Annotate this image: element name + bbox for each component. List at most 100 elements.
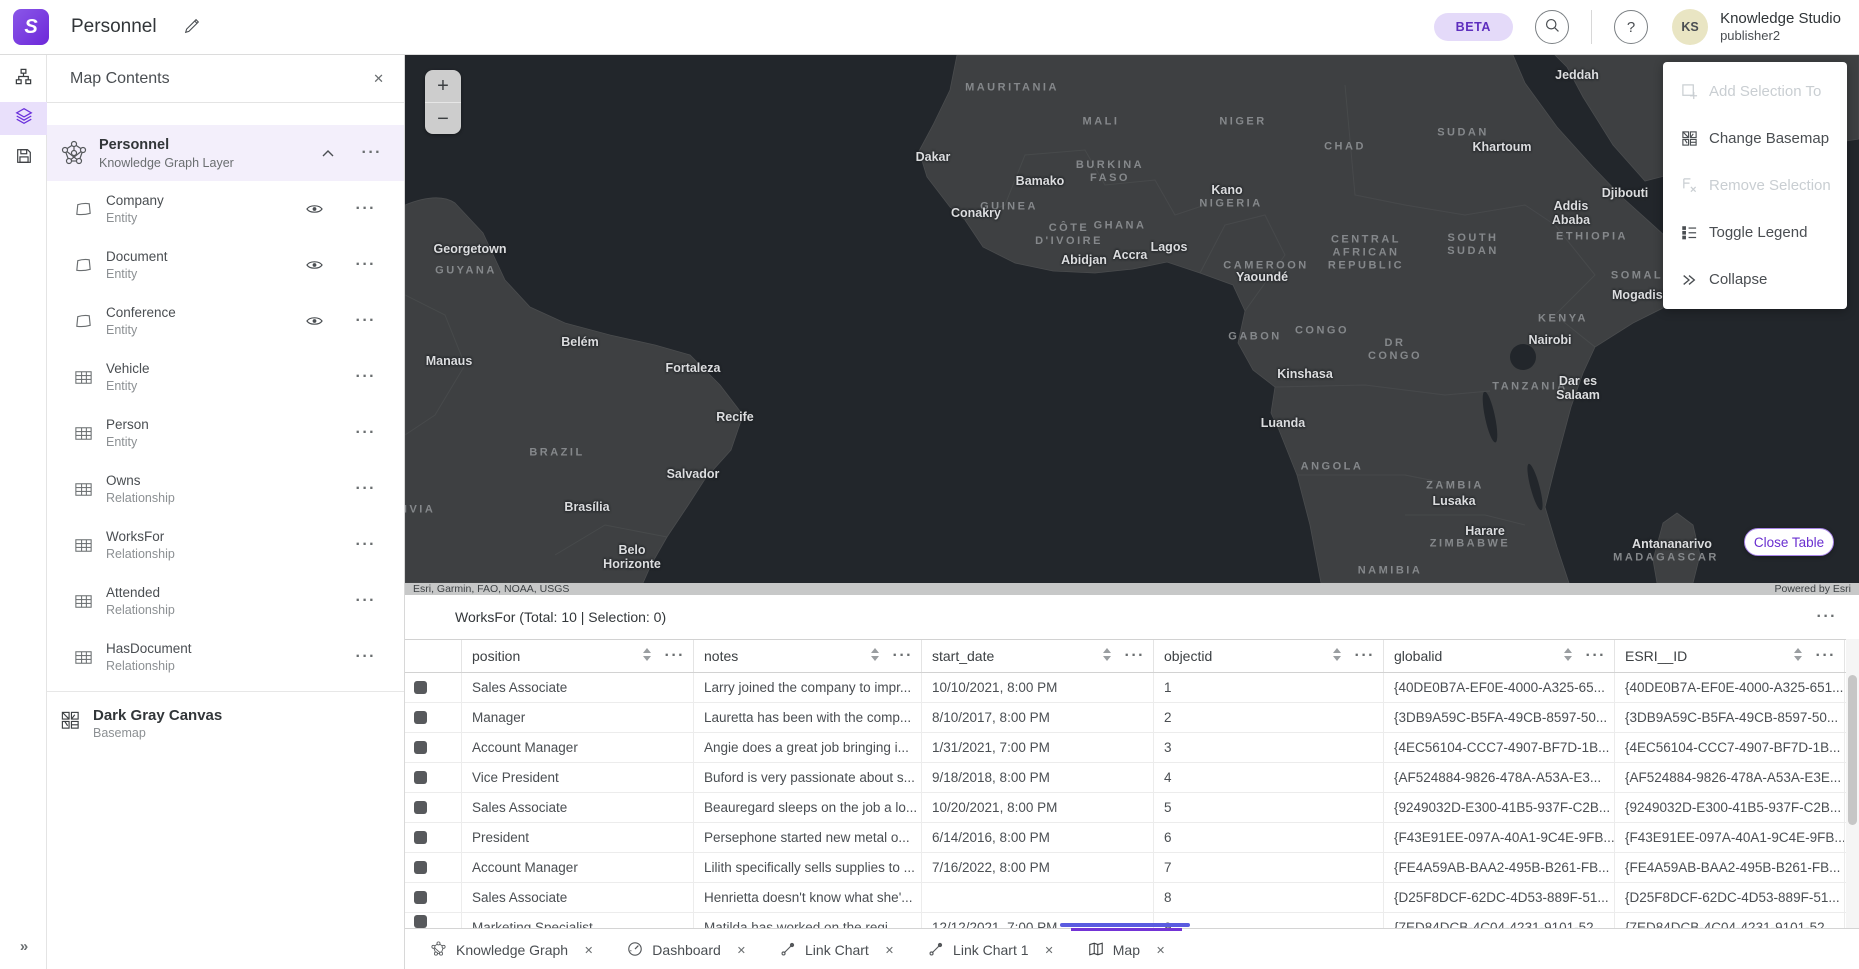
column-options-button[interactable]: ··· <box>1585 647 1606 664</box>
sort-icon[interactable] <box>1332 648 1341 664</box>
zoom-in-button[interactable]: + <box>425 70 461 102</box>
close-panel-button[interactable]: ✕ <box>373 70 384 86</box>
column-options-button[interactable]: ··· <box>1354 647 1375 664</box>
sort-icon[interactable] <box>1102 648 1111 664</box>
zoom-control: + − <box>425 70 461 134</box>
cell-notes: Angie does a great job bringing i... <box>694 733 922 762</box>
layer-item-hasdocument[interactable]: HasDocument Relationship ··· <box>47 629 404 685</box>
table-row[interactable]: Vice President Buford is very passionate … <box>405 763 1859 793</box>
map-canvas[interactable]: MAURITANIA MALI NIGER CHAD SUDAN BURKINA FASO… <box>405 55 1859 595</box>
column-header-objectid[interactable]: objectid ··· <box>1154 640 1384 672</box>
menu-item-toggle-legend[interactable]: Toggle Legend <box>1663 209 1847 256</box>
sort-icon[interactable] <box>870 648 879 664</box>
close-icon[interactable]: ✕ <box>584 944 594 957</box>
row-checkbox[interactable] <box>414 801 427 814</box>
user-block[interactable]: Knowledge Studio publisher2 <box>1720 10 1841 45</box>
column-options-button[interactable]: ··· <box>1815 647 1836 664</box>
layer-options-button[interactable]: ··· <box>355 256 376 273</box>
layer-item-owns[interactable]: Owns Relationship ··· <box>47 461 404 517</box>
rail-item-save[interactable] <box>0 142 47 175</box>
menu-item-collapse[interactable]: Collapse <box>1663 256 1847 303</box>
column-header-start-date[interactable]: start_date ··· <box>922 640 1154 672</box>
avatar[interactable]: KS <box>1672 9 1709 45</box>
tab-knowledge-graph[interactable]: Knowledge Graph ✕ <box>413 928 610 969</box>
layer-options-button[interactable]: ··· <box>355 312 376 329</box>
layer-item-vehicle[interactable]: Vehicle Entity ··· <box>47 349 404 405</box>
layer-item-conference[interactable]: Conference Entity ··· <box>47 293 404 349</box>
layer-options-button[interactable]: ··· <box>355 200 376 217</box>
layer-options-button[interactable]: ··· <box>355 424 376 441</box>
visibility-eye-icon[interactable] <box>304 315 324 327</box>
table-vertical-scrollbar[interactable] <box>1846 639 1859 928</box>
sort-icon[interactable] <box>1793 648 1802 664</box>
help-button[interactable]: ? <box>1614 10 1649 44</box>
menu-item-remove-selection[interactable]: Remove Selection <box>1663 162 1847 209</box>
column-header-esri-id[interactable]: ESRI__ID ··· <box>1615 640 1845 672</box>
row-checkbox[interactable] <box>414 891 427 904</box>
layer-options-button[interactable]: ··· <box>355 368 376 385</box>
layer-item-company[interactable]: Company Entity ··· <box>47 181 404 237</box>
table-row[interactable]: Account Manager Angie does a great job br… <box>405 733 1859 763</box>
close-icon[interactable]: ✕ <box>1155 944 1166 957</box>
layer-item-person[interactable]: Person Entity ··· <box>47 405 404 461</box>
tab-link-chart-1[interactable]: Link Chart 1 ✕ <box>911 928 1071 969</box>
menu-item-change-basemap[interactable]: Change Basemap <box>1663 115 1847 162</box>
rail-item-layers[interactable] <box>0 102 47 135</box>
tab-map[interactable]: Map ✕ <box>1070 928 1183 969</box>
row-checkbox[interactable] <box>414 861 427 874</box>
row-checkbox[interactable] <box>414 831 427 844</box>
sort-icon[interactable] <box>642 648 651 664</box>
hierarchy-icon <box>14 67 33 91</box>
table-row[interactable]: Sales Associate Larry joined the company … <box>405 673 1859 703</box>
layer-item-worksfor[interactable]: WorksFor Relationship ··· <box>47 517 404 573</box>
layer-item-attended[interactable]: Attended Relationship ··· <box>47 573 404 629</box>
close-icon[interactable]: ✕ <box>884 944 895 957</box>
row-checkbox[interactable] <box>414 741 427 754</box>
column-options-button[interactable]: ··· <box>664 647 685 664</box>
layer-options-button[interactable]: ··· <box>355 592 376 609</box>
visibility-eye-icon[interactable] <box>304 203 324 215</box>
table-options-button[interactable]: ··· <box>1816 608 1837 625</box>
layer-options-button[interactable]: ··· <box>355 536 376 553</box>
tab-dashboard[interactable]: Dashboard ✕ <box>610 928 763 969</box>
expand-rail-button[interactable]: » <box>19 938 28 955</box>
column-header-globalid[interactable]: globalid ··· <box>1384 640 1615 672</box>
layer-options-button[interactable]: ··· <box>355 648 376 665</box>
close-icon[interactable]: ✕ <box>736 944 747 957</box>
column-header-notes[interactable]: notes ··· <box>694 640 922 672</box>
layer-group-options-button[interactable]: ··· <box>361 144 382 161</box>
column-header-position[interactable]: position ··· <box>462 640 694 672</box>
chevron-up-icon[interactable] <box>322 144 334 162</box>
rail-item-hierarchy[interactable] <box>0 62 47 95</box>
table-row[interactable]: Manager Lauretta has been with the comp..… <box>405 703 1859 733</box>
column-options-button[interactable]: ··· <box>892 647 913 664</box>
sort-icon[interactable] <box>1563 648 1572 664</box>
row-checkbox[interactable] <box>414 771 427 784</box>
table-row[interactable]: Sales Associate Beauregard sleeps on the … <box>405 793 1859 823</box>
tab-link-chart[interactable]: Link Chart ✕ <box>763 928 911 969</box>
table-row[interactable]: Sales Associate Henrietta doesn't know wh… <box>405 883 1859 913</box>
menu-item-add-selection-to[interactable]: Add Selection To <box>1663 68 1847 115</box>
close-table-button[interactable]: Close Table <box>1744 528 1834 556</box>
edit-title-button[interactable] <box>183 17 201 38</box>
column-options-button[interactable]: ··· <box>1124 647 1145 664</box>
table-horizontal-scrollbar[interactable] <box>1060 923 1190 927</box>
cell-objectid: 6 <box>1154 823 1384 852</box>
app-logo[interactable]: S <box>13 9 49 45</box>
layer-name: Person <box>106 417 149 432</box>
row-checkbox[interactable] <box>414 914 427 928</box>
layer-item-document[interactable]: Document Entity ··· <box>47 237 404 293</box>
table-row[interactable]: President Persephone started new metal o.… <box>405 823 1859 853</box>
table-row[interactable]: Account Manager Lilith specifically sells… <box>405 853 1859 883</box>
search-button[interactable] <box>1535 10 1570 44</box>
cell-notes: Larry joined the company to impr... <box>694 673 922 702</box>
row-checkbox[interactable] <box>414 681 427 694</box>
row-checkbox[interactable] <box>414 711 427 724</box>
close-icon[interactable]: ✕ <box>1044 944 1054 957</box>
basemap-item[interactable]: Dark Gray Canvas Basemap <box>47 694 404 752</box>
visibility-eye-icon[interactable] <box>304 259 324 271</box>
zoom-out-button[interactable]: − <box>425 102 461 134</box>
layer-group-personnel[interactable]: Personnel Knowledge Graph Layer ··· <box>47 125 404 181</box>
layer-options-button[interactable]: ··· <box>355 480 376 497</box>
